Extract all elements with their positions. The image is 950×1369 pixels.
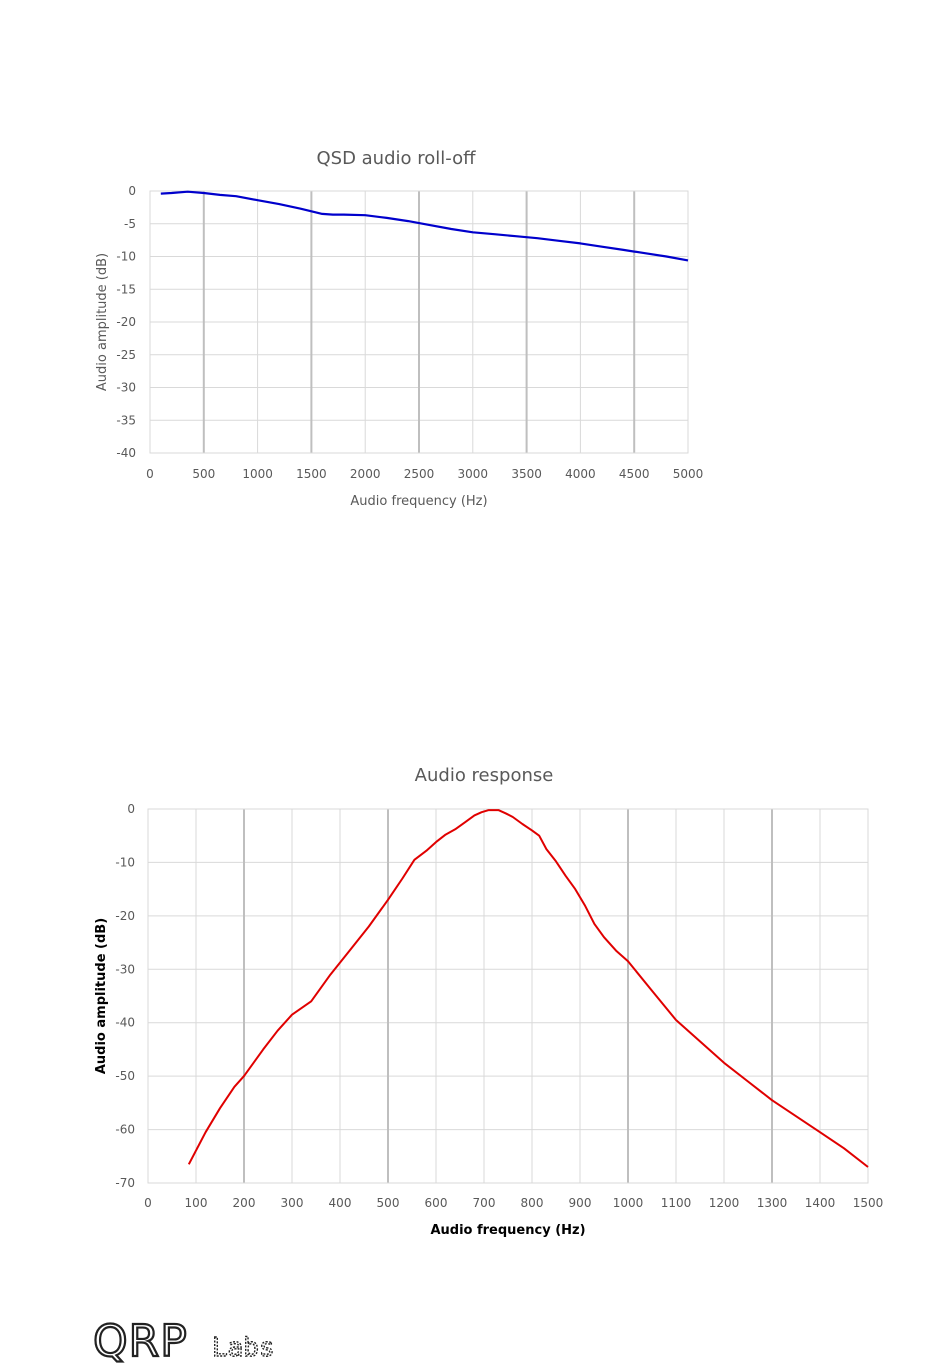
y-tick-label: -30 bbox=[115, 962, 135, 976]
y-tick-labels: 0 -10 -20 -30 -40 -50 -60 -70 bbox=[115, 802, 135, 1190]
y-axis-label: Audio amplitude (dB) bbox=[94, 918, 109, 1074]
y-tick-label: -60 bbox=[115, 1123, 135, 1137]
x-tick-label: 1400 bbox=[805, 1196, 836, 1210]
x-tick-label: 600 bbox=[425, 1196, 448, 1210]
series-line bbox=[187, 809, 869, 1168]
y-tick-label: -10 bbox=[116, 250, 136, 264]
gridlines bbox=[149, 190, 689, 454]
x-tick-label: 1200 bbox=[709, 1196, 740, 1210]
y-tick-label: 0 bbox=[128, 184, 136, 198]
x-tick-label: 200 bbox=[233, 1196, 256, 1210]
x-tick-label: 500 bbox=[192, 467, 215, 481]
chart-qsd-audio-roll-off: QSD audio roll-off 0 -5 -10 -15 -20 -25 -30 -35… bbox=[95, 148, 703, 509]
y-tick-label: -40 bbox=[115, 1016, 135, 1030]
y-tick-label: -20 bbox=[116, 315, 136, 329]
x-tick-label: 1100 bbox=[661, 1196, 692, 1210]
y-tick-label: -5 bbox=[124, 217, 136, 231]
y-axis-label: Audio amplitude (dB) bbox=[95, 253, 110, 391]
x-axis-label: Audio frequency (Hz) bbox=[350, 494, 487, 509]
x-tick-label: 800 bbox=[521, 1196, 544, 1210]
x-tick-label: 1500 bbox=[296, 467, 327, 481]
x-tick-label: 1500 bbox=[853, 1196, 884, 1210]
x-tick-label: 500 bbox=[377, 1196, 400, 1210]
x-tick-label: 4500 bbox=[619, 467, 650, 481]
x-tick-label: 1000 bbox=[242, 467, 273, 481]
y-tick-label: -40 bbox=[116, 446, 136, 460]
x-tick-label: 3500 bbox=[511, 467, 542, 481]
x-tick-label: 400 bbox=[329, 1196, 352, 1210]
plot-frame bbox=[149, 190, 689, 454]
x-tick-labels: 0 500 1000 1500 2000 2500 3000 3500 4000 4500 5000 bbox=[146, 467, 703, 481]
chart-audio-response: Audio response 0 -10 -20 -30 -40 -50 -60 -70 0 1… bbox=[94, 765, 883, 1238]
y-tick-label: -25 bbox=[116, 348, 136, 362]
y-tick-label: -10 bbox=[115, 855, 135, 869]
y-tick-label: -50 bbox=[115, 1069, 135, 1083]
x-tick-label: 0 bbox=[146, 467, 154, 481]
series-lines bbox=[187, 809, 869, 1168]
plot-frame bbox=[147, 808, 869, 1184]
x-tick-label: 4000 bbox=[565, 467, 596, 481]
y-tick-label: -70 bbox=[115, 1176, 135, 1190]
chart-title: QSD audio roll-off bbox=[316, 148, 476, 169]
y-tick-label: -30 bbox=[116, 381, 136, 395]
x-tick-label: 900 bbox=[569, 1196, 592, 1210]
gridlines bbox=[147, 808, 869, 1184]
chart-title: Audio response bbox=[415, 765, 554, 786]
logo-labs-mark: Labs bbox=[212, 1333, 275, 1363]
x-tick-label: 3000 bbox=[458, 467, 489, 481]
y-tick-label: -20 bbox=[115, 909, 135, 923]
qrp-labs-logo: QRP Labs bbox=[92, 1315, 275, 1368]
x-tick-label: 5000 bbox=[673, 467, 704, 481]
x-tick-label: 0 bbox=[144, 1196, 152, 1210]
x-axis-label: Audio frequency (Hz) bbox=[430, 1223, 585, 1238]
x-tick-label: 2500 bbox=[404, 467, 435, 481]
x-tick-labels: 0 100 200 300 400 500 600 700 800 900 1000 1100 1200… bbox=[144, 1196, 883, 1210]
x-tick-label: 1000 bbox=[613, 1196, 644, 1210]
x-tick-label: 300 bbox=[281, 1196, 304, 1210]
x-tick-label: 1300 bbox=[757, 1196, 788, 1210]
series-lines bbox=[160, 190, 689, 262]
y-tick-labels: 0 -5 -10 -15 -20 -25 -30 -35 -40 bbox=[116, 184, 136, 460]
logo-qrp-mark: QRP bbox=[93, 1316, 188, 1367]
x-tick-label: 100 bbox=[185, 1196, 208, 1210]
x-tick-label: 2000 bbox=[350, 467, 381, 481]
y-tick-label: 0 bbox=[127, 802, 135, 816]
y-tick-label: -15 bbox=[116, 282, 136, 296]
series-line bbox=[160, 190, 689, 262]
y-tick-label: -35 bbox=[116, 413, 136, 427]
x-tick-label: 700 bbox=[473, 1196, 496, 1210]
